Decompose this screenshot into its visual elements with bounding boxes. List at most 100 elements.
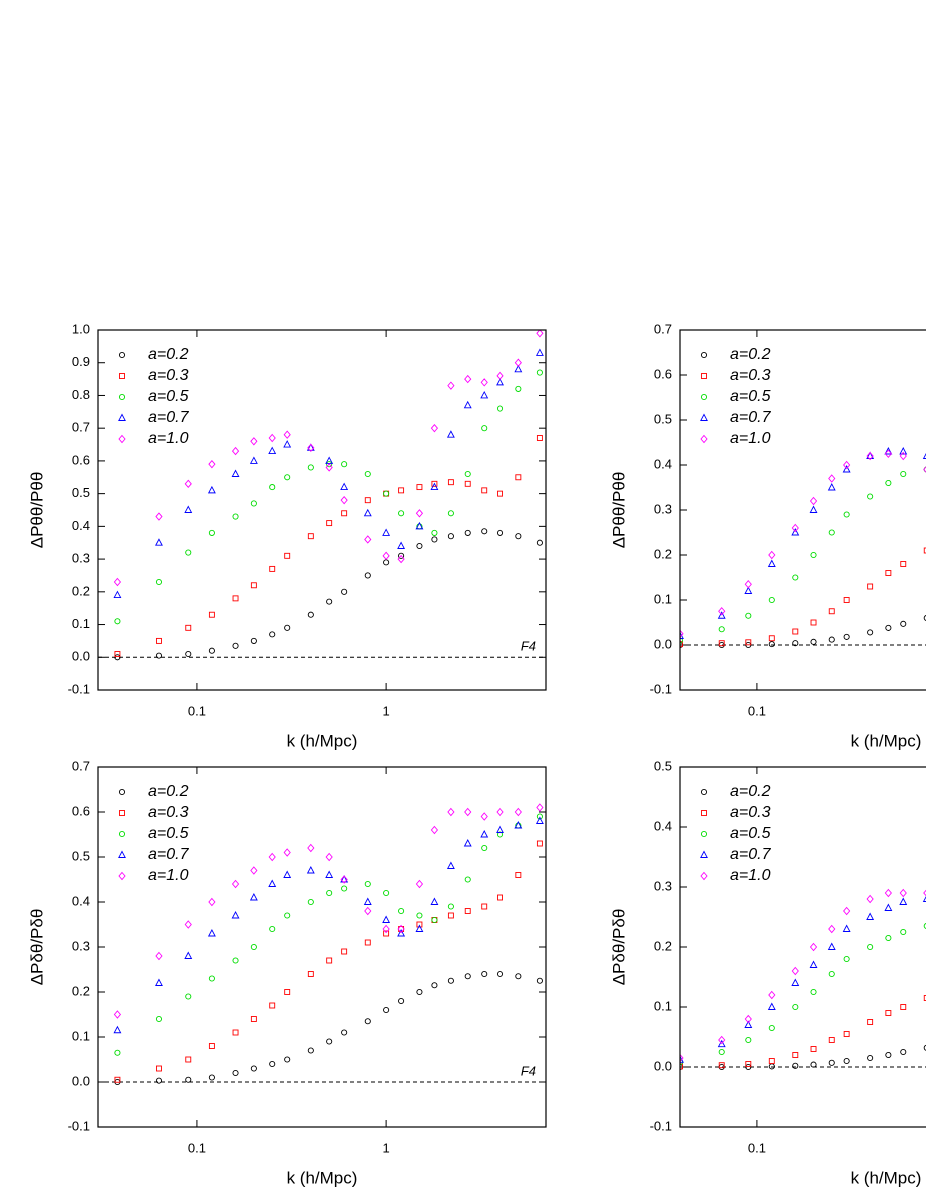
marker (430, 825, 439, 835)
marker (828, 1059, 835, 1066)
marker (416, 542, 423, 550)
y-tick-label: 0.7 (654, 321, 672, 336)
marker (208, 1043, 215, 1049)
marker (842, 465, 851, 473)
marker (464, 529, 471, 536)
marker (463, 400, 472, 409)
marker (249, 456, 258, 464)
marker (867, 1054, 874, 1062)
marker (809, 505, 818, 513)
marker (447, 381, 455, 390)
marker (431, 536, 438, 543)
legend-marker (701, 373, 707, 379)
x-tick-label: 1 (382, 703, 389, 718)
marker (866, 912, 875, 920)
marker (363, 897, 372, 905)
marker (744, 586, 753, 594)
marker (155, 1077, 163, 1084)
x-axis-title: k (h/Mpc) (287, 1168, 358, 1187)
marker (680, 1053, 684, 1063)
legend-text: a=0.5 (148, 388, 189, 405)
marker (326, 461, 333, 468)
marker (792, 1003, 799, 1011)
marker (514, 807, 522, 817)
marker (383, 559, 390, 566)
marker (480, 390, 489, 399)
marker (269, 1060, 276, 1068)
marker (464, 973, 471, 980)
marker (885, 570, 892, 576)
y-tick-label: 1.0 (72, 321, 90, 336)
marker (185, 1056, 192, 1063)
legend-marker (118, 788, 126, 796)
marker (398, 907, 405, 915)
marker (745, 1036, 752, 1044)
marker (283, 430, 291, 439)
marker (364, 535, 372, 544)
legend-text: a=0.7 (148, 846, 190, 863)
marker (810, 1061, 817, 1068)
marker (113, 590, 122, 599)
y-tick-label: 0.5 (654, 758, 672, 773)
marker (364, 497, 371, 504)
panel: -0.1 0.0 0.1 0.2 0.3 0.4 0.5 0.1 a=0.2 a=0.3 a=0.5… (609, 758, 926, 1187)
legend-marker (700, 434, 708, 444)
marker (397, 554, 405, 564)
y-tick-label: 0.2 (72, 583, 90, 598)
marker (481, 844, 488, 852)
marker (382, 551, 390, 561)
marker (843, 906, 851, 916)
marker (114, 1049, 121, 1056)
marker (827, 483, 836, 491)
legend-text: a=0.2 (730, 783, 771, 800)
y-tick-label: 0.4 (654, 818, 672, 833)
marker (307, 611, 314, 618)
legend-text: a=0.3 (148, 367, 189, 384)
marker (828, 529, 835, 536)
panel: -0.1 0.0 0.1 0.2 0.3 0.4 0.5 0.6 0.7 0.8 0.9 1.0 0.1… (27, 321, 547, 750)
points (113, 330, 544, 661)
marker (745, 1061, 752, 1067)
marker (250, 437, 258, 446)
marker (326, 889, 333, 897)
legend-marker (700, 830, 708, 838)
marker (447, 533, 454, 540)
marker (156, 637, 162, 644)
marker (810, 988, 817, 996)
y-tick-label: 0.1 (654, 998, 672, 1013)
plot-frame (97, 329, 547, 691)
marker (768, 1058, 775, 1064)
marker (792, 640, 799, 647)
marker (867, 943, 874, 951)
marker (464, 908, 471, 914)
marker (340, 495, 348, 505)
marker (535, 348, 544, 356)
legend-text: a=0.2 (148, 783, 189, 800)
marker (768, 596, 775, 604)
marker (430, 897, 439, 905)
marker (718, 640, 725, 647)
marker (184, 505, 193, 513)
marker (341, 588, 348, 595)
marker (284, 474, 291, 481)
marker (900, 620, 907, 627)
legend-marker (700, 850, 708, 858)
marker (208, 529, 215, 536)
marker (446, 861, 455, 869)
legend-marker (700, 413, 708, 421)
marker (447, 912, 454, 919)
marker (114, 618, 121, 625)
marker (307, 1047, 314, 1054)
marker (284, 912, 291, 919)
x-tick-label: 0.1 (188, 1140, 206, 1155)
marker (497, 894, 503, 901)
marker (885, 1051, 892, 1059)
legend-text: a=1.0 (730, 430, 771, 447)
marker (416, 484, 423, 491)
marker (341, 461, 348, 468)
marker (792, 1052, 799, 1058)
marker (446, 430, 455, 438)
marker (383, 889, 390, 897)
marker (307, 443, 315, 453)
marker (283, 870, 292, 878)
